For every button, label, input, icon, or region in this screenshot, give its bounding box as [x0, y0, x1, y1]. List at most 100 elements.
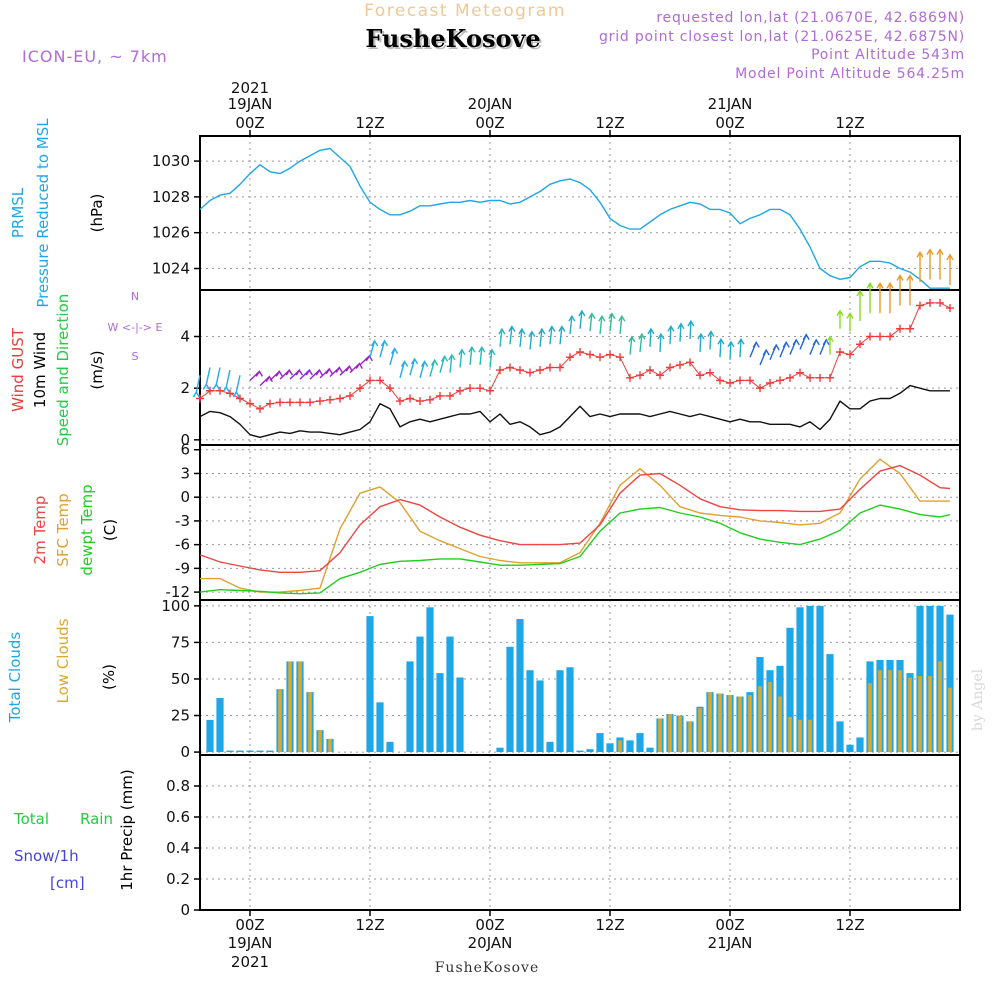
wind-direction-arrow	[419, 360, 429, 379]
gust-marker	[756, 384, 764, 393]
panel-frame	[199, 599, 961, 756]
total-cloud-bar	[856, 737, 864, 753]
wind-direction-arrow	[727, 340, 735, 360]
wind-unit-label: (m/s)	[88, 350, 106, 389]
y-tick-label: 25	[171, 707, 190, 725]
wind-direction-arrow	[349, 362, 363, 374]
temp-unit-label: (C)	[101, 519, 119, 541]
y-tick-label: 0	[180, 431, 190, 449]
gust-marker	[396, 397, 404, 406]
wind-direction-arrow	[269, 370, 283, 381]
gust-marker	[836, 348, 844, 356]
gust-marker	[316, 397, 324, 406]
gust-marker	[716, 376, 724, 385]
wind-direction-arrow	[809, 338, 820, 355]
wind-direction-arrow	[856, 289, 864, 321]
gust-marker	[516, 366, 524, 375]
temp-2m-label: 2m Temp	[31, 496, 49, 565]
temp-dewpt-label: dewpt Temp	[78, 484, 96, 575]
gust-marker	[366, 376, 374, 385]
wind-speed-line	[199, 384, 950, 438]
wind-direction-arrow	[846, 311, 854, 332]
gust-marker	[776, 376, 784, 385]
wind-direction-arrow	[379, 339, 389, 358]
total-cloud-bar	[816, 605, 824, 753]
wind-direction-arrow	[222, 369, 231, 393]
total-cloud-bar	[546, 741, 554, 753]
pressure-label-full: Pressure Reduced to MSL	[34, 118, 52, 308]
wind-direction-arrow	[647, 327, 655, 347]
bottom-hour-label: 00Z	[235, 916, 264, 934]
total-cloud-bar	[556, 670, 564, 753]
temp-2m-line	[199, 464, 951, 573]
total-cloud-bar	[806, 605, 814, 753]
y-tick-label: -6	[175, 536, 190, 554]
bottom-hour-label: 12Z	[595, 916, 624, 934]
gust-marker	[876, 332, 884, 341]
total-cloud-bar	[496, 747, 504, 753]
bottom-day-label: 19JAN	[228, 934, 273, 952]
total-cloud-bar	[386, 741, 394, 753]
panel-frame	[199, 444, 961, 601]
wind-direction-arrow	[886, 281, 894, 314]
point-altitude: Point Altitude 543m	[811, 47, 965, 63]
gust-marker	[406, 394, 414, 403]
total-cloud-bar	[636, 733, 644, 753]
compass-west-east: W <-|-> E	[108, 321, 163, 334]
gust-marker	[376, 376, 384, 385]
gust-marker	[236, 394, 244, 403]
gust-marker	[736, 376, 744, 385]
wind-direction-arrow	[876, 281, 884, 314]
panel-frame	[199, 754, 961, 911]
wind-direction-arrow	[478, 345, 486, 365]
wind-direction-arrow	[578, 309, 586, 329]
gust-marker	[386, 384, 394, 393]
low-cloud-bar	[868, 683, 872, 753]
wind-direction-arrow	[697, 332, 705, 353]
temp-sfc-label: SFC Temp	[54, 493, 72, 566]
wind-direction-arrow	[819, 338, 830, 355]
precip-mm-label: 1hr Precip (mm)	[118, 769, 136, 890]
total-cloud-bar	[836, 721, 844, 753]
footer-station: FusheKosove	[435, 960, 540, 976]
y-tick-label: 0.8	[166, 777, 190, 795]
gust-marker	[676, 360, 684, 369]
gust-marker	[426, 395, 434, 404]
low-cloud-bar	[688, 721, 692, 753]
gust-marker	[276, 398, 284, 407]
wind-direction-arrow	[608, 312, 616, 332]
wind-direction-arrow	[789, 338, 800, 355]
low-cloud-bar	[938, 661, 942, 753]
low-cloud-bar	[288, 661, 292, 753]
low-cloud-bar	[298, 661, 302, 753]
low-cloud-bar	[778, 696, 782, 753]
wind-direction-arrow	[202, 367, 211, 390]
panel-temperature: -12 -9 -6 -3 0 3 6	[166, 441, 961, 601]
y-tick-label: 1030	[152, 152, 190, 170]
total-cloud-bar	[576, 750, 584, 753]
low-cloud-bar	[798, 719, 802, 753]
total-cloud-bar	[236, 750, 244, 753]
gust-marker	[816, 373, 824, 382]
wind-direction-arrow	[389, 347, 399, 366]
gust-marker	[266, 399, 274, 408]
bottom-hour-label: 12Z	[835, 916, 864, 934]
gust-marker	[246, 399, 254, 408]
wind-direction-arrow	[866, 281, 874, 314]
wind-direction-arrow	[799, 333, 810, 350]
wind-gust-line	[199, 302, 951, 410]
y-tick-label: 3	[180, 464, 190, 482]
model-label: ICON-EU, ~ 7km	[22, 47, 168, 66]
compass-south: S	[132, 350, 139, 363]
low-cloud-bar	[748, 695, 752, 753]
y-tick-label: -9	[175, 559, 190, 577]
gust-marker	[196, 394, 204, 403]
gust-marker	[806, 373, 814, 382]
gust-marker	[456, 386, 464, 395]
total-cloud-bar	[826, 654, 834, 753]
total-cloud-bar	[456, 677, 464, 753]
total-cloud-bar	[266, 750, 274, 753]
wind-direction-arrow	[249, 370, 263, 381]
sfc-temp-line	[200, 458, 950, 593]
